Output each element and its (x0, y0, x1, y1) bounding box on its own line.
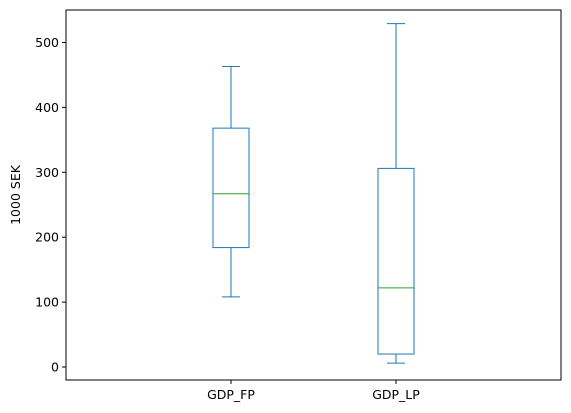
box-gdp-lp (377, 23, 415, 364)
box-gdp-fp (212, 65, 250, 298)
y-axis: 0 100 200 300 400 500 (35, 35, 66, 375)
x-tick-label: GDP_LP (372, 387, 420, 402)
y-axis-label: 1000 SEK (8, 164, 23, 225)
interquartile-box (377, 167, 415, 355)
box-series (212, 23, 415, 364)
y-tick-label: 200 (35, 230, 59, 245)
y-tick-label: 300 (35, 165, 59, 180)
y-tick-label: 500 (35, 35, 59, 50)
plot-area-frame (65, 9, 562, 381)
y-tick-label: 0 (51, 360, 59, 375)
y-tick-label: 400 (35, 100, 59, 115)
interquartile-box (212, 127, 250, 249)
x-axis: GDP_FP GDP_LP (207, 380, 420, 402)
y-tick-label: 100 (35, 295, 59, 310)
x-tick-label: GDP_FP (207, 387, 255, 402)
